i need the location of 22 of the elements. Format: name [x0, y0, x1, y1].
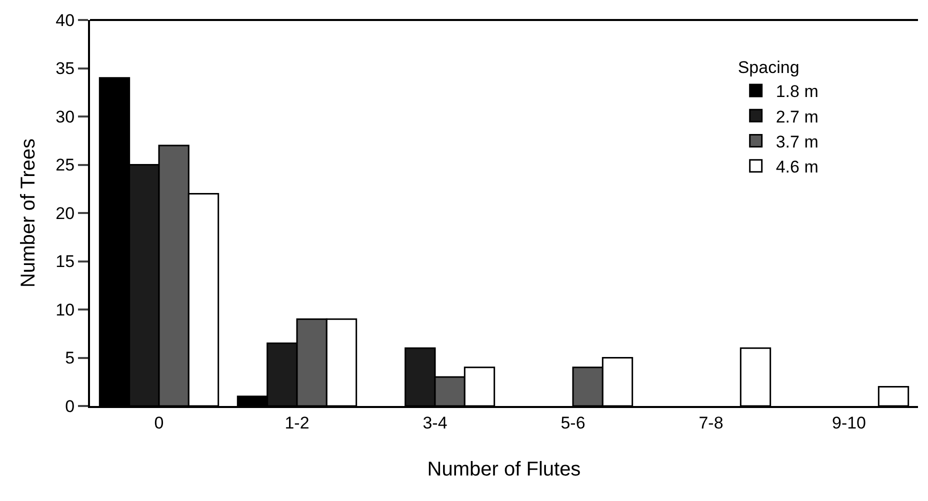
x-axis-title: Number of Flutes [427, 458, 581, 480]
y-tick-label: 15 [56, 252, 75, 272]
legend-label: 1.8 m [776, 82, 818, 102]
legend-label: 3.7 m [776, 132, 818, 152]
y-tick-label: 5 [65, 348, 75, 368]
y-tick-label: 20 [56, 204, 75, 223]
y-tick-label: 0 [65, 396, 75, 416]
y-tick-label: 10 [56, 300, 75, 320]
x-tick-label: 9-10 [832, 413, 866, 432]
x-tick-label: 0 [154, 413, 164, 432]
y-tick-label: 25 [56, 156, 75, 175]
x-tick-label: 7-8 [698, 413, 724, 432]
x-tick-label: 5-6 [560, 413, 586, 432]
y-tick-label: 35 [56, 59, 75, 78]
y-tick-label: 40 [56, 10, 75, 30]
legend-label: 4.6 m [776, 157, 818, 176]
x-tick-label: 1-2 [284, 413, 310, 432]
x-tick-label: 3-4 [422, 413, 448, 432]
legend-title: Spacing [738, 58, 800, 77]
legend-label: 2.7 m [776, 107, 818, 126]
y-tick-label: 30 [56, 107, 75, 126]
y-axis-title: Number of Trees [18, 138, 40, 288]
